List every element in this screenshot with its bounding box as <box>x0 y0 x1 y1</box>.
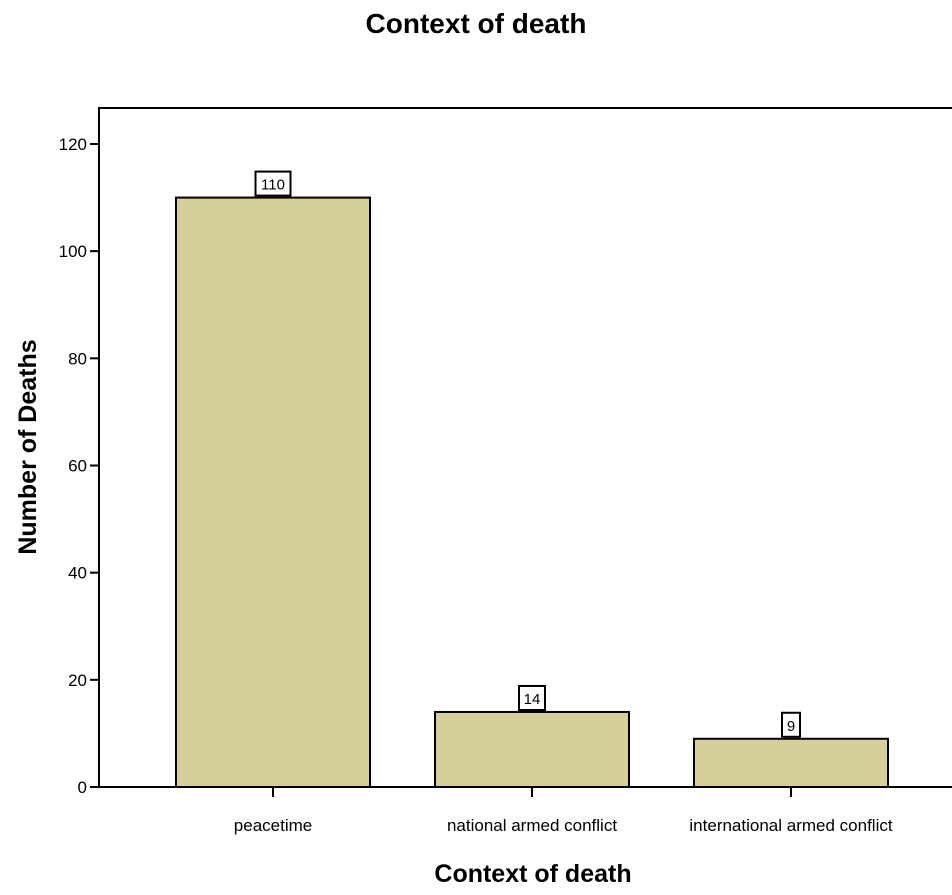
y-tick-label: 100 <box>59 242 87 261</box>
x-category-label: international armed conflict <box>689 816 892 835</box>
data-label: 110 <box>261 177 285 194</box>
y-tick-label: 0 <box>78 778 87 797</box>
data-label: 9 <box>787 718 795 735</box>
x-axis: peacetime national armed conflict internat… <box>234 787 893 835</box>
y-tick-label: 80 <box>68 349 87 368</box>
x-category-label: national armed conflict <box>447 816 617 835</box>
y-tick-label: 60 <box>68 457 87 476</box>
y-tick-label: 40 <box>68 564 87 583</box>
y-axis: 0 20 40 60 80 100 120 <box>59 135 99 797</box>
bar <box>693 737 889 789</box>
y-tick-label: 120 <box>59 135 87 154</box>
bar <box>175 196 371 789</box>
y-axis-title: Number of Deaths <box>14 339 42 554</box>
data-label-box <box>781 711 801 738</box>
x-axis-title: Context of death <box>434 860 631 888</box>
bars: 110 14 9 <box>175 170 889 789</box>
data-label-box <box>254 170 292 197</box>
x-category-label: peacetime <box>234 816 312 835</box>
y-tick-label: 20 <box>68 671 87 690</box>
data-label-box <box>518 684 546 711</box>
chart-title: Context of death <box>365 8 587 39</box>
bar <box>434 710 630 789</box>
data-label: 14 <box>524 691 541 708</box>
